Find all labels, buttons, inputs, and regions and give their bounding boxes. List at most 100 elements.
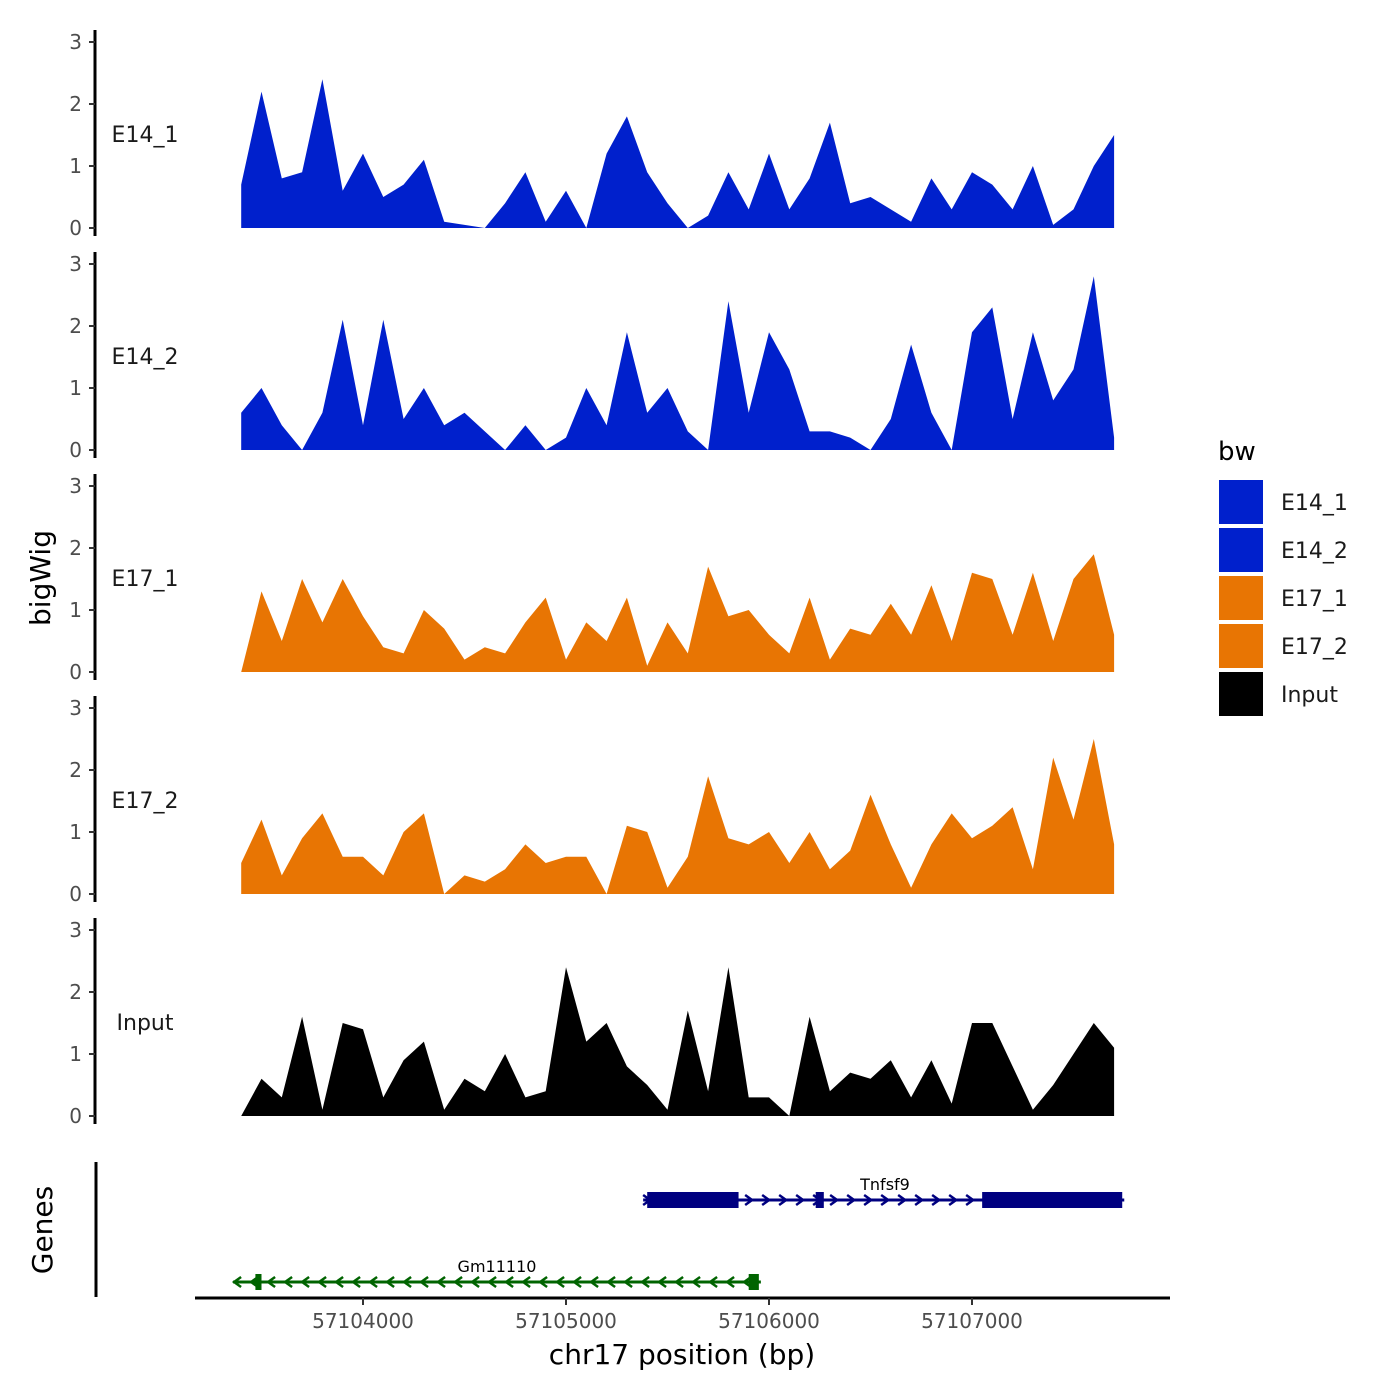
strand-chevron — [537, 1275, 548, 1289]
y-tick-label: 0 — [69, 882, 82, 906]
signal-area-Input — [241, 967, 1115, 1116]
y-tick-label: 1 — [69, 820, 82, 844]
gene-exon — [647, 1192, 739, 1208]
track-label: E14_1 — [112, 123, 179, 148]
y-tick-label: 0 — [69, 216, 82, 240]
strand-chevron — [316, 1275, 327, 1289]
strand-chevron — [914, 1193, 925, 1207]
signal-area-E17_1 — [241, 554, 1115, 672]
legend-label: E17_2 — [1281, 635, 1348, 660]
legend-label: E14_2 — [1281, 539, 1348, 564]
strand-chevron — [384, 1275, 395, 1289]
strand-chevron — [452, 1275, 463, 1289]
strand-chevron — [299, 1275, 310, 1289]
legend-title: bw — [1218, 437, 1256, 467]
strand-chevron — [367, 1275, 378, 1289]
track-E14_1: 0 1 2 3 E14_1 — [69, 30, 1115, 240]
track-label: E17_1 — [112, 567, 179, 592]
y-axis-title: bigWig — [24, 530, 57, 626]
y-tick-label: 3 — [69, 30, 82, 54]
y-tick-label: 3 — [69, 918, 82, 942]
x-tick-label: 57105000 — [515, 1309, 617, 1333]
y-tick-label: 3 — [69, 696, 82, 720]
y-tick-label: 3 — [69, 474, 82, 498]
track-Input: 0 1 2 3 Input — [69, 918, 1115, 1128]
signal-area-E17_2 — [241, 739, 1115, 894]
y-tick-label: 3 — [69, 252, 82, 276]
strand-chevron — [863, 1193, 874, 1207]
track-E14_2: 0 1 2 3 E14_2 — [69, 252, 1115, 462]
gene-exon — [748, 1274, 759, 1290]
legend-swatch-E17_1 — [1219, 576, 1263, 620]
strand-chevron — [846, 1193, 857, 1207]
legend-swatch-E14_1 — [1219, 480, 1263, 524]
y-tick-label: 2 — [69, 92, 82, 116]
strand-chevron — [486, 1275, 497, 1289]
y-tick-label: 0 — [69, 1104, 82, 1128]
y-tick-label: 1 — [69, 1042, 82, 1066]
gene-name-label: Gm11110 — [458, 1257, 537, 1276]
y-tick-label: 2 — [69, 536, 82, 560]
strand-chevron — [761, 1193, 772, 1207]
legend-swatch-E14_2 — [1219, 528, 1263, 572]
track-E17_1: 0 1 2 3 E17_1 — [69, 474, 1115, 684]
y-tick-label: 0 — [69, 438, 82, 462]
strand-chevron — [656, 1275, 667, 1289]
y-tick-label: 1 — [69, 598, 82, 622]
strand-chevron — [571, 1275, 582, 1289]
strand-chevron — [948, 1193, 959, 1207]
strand-chevron — [418, 1275, 429, 1289]
strand-chevron — [435, 1275, 446, 1289]
strand-chevron — [897, 1193, 908, 1207]
strand-chevron — [401, 1275, 412, 1289]
y-tick-label: 1 — [69, 154, 82, 178]
x-axis: 57104000 57105000 57106000 57107000 chr17 p… — [195, 1296, 1170, 1371]
gene-models: Tnfsf9 Gm11110 — [231, 1175, 1125, 1290]
strand-chevron — [639, 1275, 650, 1289]
strand-chevron — [622, 1275, 633, 1289]
legend-label: E14_1 — [1281, 491, 1348, 516]
y-tick-label: 2 — [69, 980, 82, 1004]
strand-chevron — [931, 1193, 942, 1207]
x-tick-label: 57104000 — [312, 1309, 414, 1333]
strand-chevron — [469, 1275, 480, 1289]
track-label: E17_2 — [112, 789, 179, 814]
strand-chevron — [778, 1193, 789, 1207]
gene-Tnfsf9: Tnfsf9 — [642, 1175, 1125, 1208]
strand-chevron — [333, 1275, 344, 1289]
gene-Gm11110: Gm11110 — [231, 1257, 761, 1290]
y-tick-label: 0 — [69, 660, 82, 684]
signal-area-E14_1 — [241, 79, 1115, 228]
gene-track: Genes Tnfsf9 Gm11110 — [26, 1162, 1125, 1297]
genes-axis-title: Genes — [26, 1186, 59, 1274]
legend-swatch-Input — [1219, 672, 1263, 716]
signal-tracks: 0 1 2 3 E14_1 0 1 2 3 E14_2 0 1 2 3 E17_1 0 1 2 3 E17_2 0 1 2 3… — [69, 30, 1115, 1128]
gene-exon — [815, 1192, 824, 1208]
strand-chevron — [588, 1275, 599, 1289]
y-tick-label: 1 — [69, 376, 82, 400]
strand-chevron — [231, 1275, 242, 1289]
strand-chevron — [690, 1275, 701, 1289]
strand-chevron — [829, 1193, 840, 1207]
x-axis-ticks: 57104000 57105000 57106000 57107000 — [312, 1298, 1023, 1333]
legend-label: E17_1 — [1281, 587, 1348, 612]
strand-chevron — [605, 1275, 616, 1289]
strand-chevron — [520, 1275, 531, 1289]
legend-label: Input — [1281, 683, 1338, 708]
strand-chevron — [265, 1275, 276, 1289]
x-tick-label: 57106000 — [718, 1309, 820, 1333]
strand-chevron — [350, 1275, 361, 1289]
y-tick-label: 2 — [69, 758, 82, 782]
gene-exon — [982, 1192, 1123, 1208]
y-tick-label: 2 — [69, 314, 82, 338]
strand-chevron — [554, 1275, 565, 1289]
signal-area-E14_2 — [241, 276, 1115, 450]
x-axis-title: chr17 position (bp) — [549, 1338, 815, 1371]
strand-chevron — [282, 1275, 293, 1289]
x-tick-label: 57107000 — [921, 1309, 1023, 1333]
gene-name-label: Tnfsf9 — [859, 1175, 910, 1194]
strand-chevron — [744, 1193, 755, 1207]
strand-chevron — [880, 1193, 891, 1207]
strand-chevron — [673, 1275, 684, 1289]
